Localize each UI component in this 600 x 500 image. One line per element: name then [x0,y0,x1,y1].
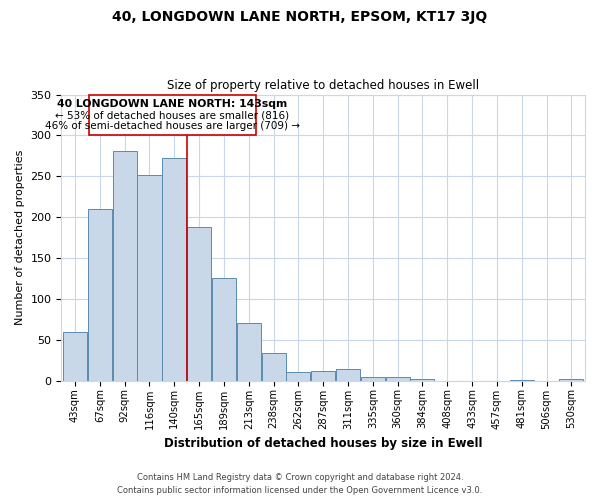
Bar [137,174,161,380]
Bar [386,376,410,380]
Bar [361,378,385,380]
Text: Contains public sector information licensed under the Open Government Licence v3: Contains public sector information licen… [118,486,482,495]
Title: Size of property relative to detached houses in Ewell: Size of property relative to detached ho… [167,79,479,92]
Bar [237,324,261,380]
Bar [336,369,360,380]
Bar [559,379,583,380]
Bar [212,278,236,380]
X-axis label: Distribution of detached houses by size in Ewell: Distribution of detached houses by size … [164,437,482,450]
Bar [113,151,137,380]
Text: 46% of semi-detached houses are larger (709) →: 46% of semi-detached houses are larger (… [45,120,300,130]
Bar [311,371,335,380]
FancyBboxPatch shape [89,94,256,136]
Bar [262,353,286,380]
Bar [63,332,87,380]
Bar [286,372,310,380]
Bar [410,379,434,380]
Text: 40, LONGDOWN LANE NORTH, EPSOM, KT17 3JQ: 40, LONGDOWN LANE NORTH, EPSOM, KT17 3JQ [112,10,488,24]
Bar [162,158,187,380]
Y-axis label: Number of detached properties: Number of detached properties [15,150,25,326]
Text: ← 53% of detached houses are smaller (816): ← 53% of detached houses are smaller (81… [55,110,290,120]
Bar [187,227,211,380]
Text: 40 LONGDOWN LANE NORTH: 143sqm: 40 LONGDOWN LANE NORTH: 143sqm [58,100,287,110]
Bar [88,209,112,380]
Text: Contains HM Land Registry data © Crown copyright and database right 2024.: Contains HM Land Registry data © Crown c… [137,474,463,482]
